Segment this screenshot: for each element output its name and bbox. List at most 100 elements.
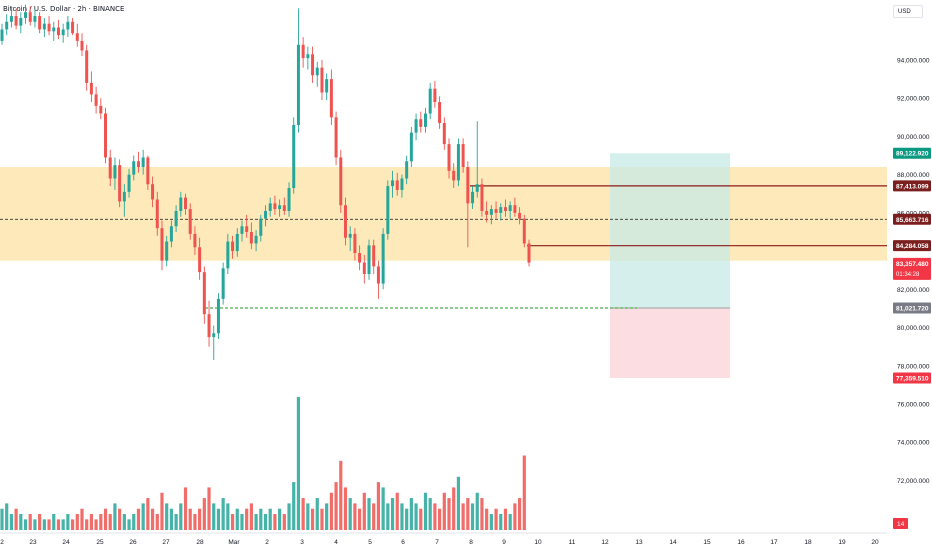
volume-bar: [118, 508, 122, 530]
candle-body: [386, 186, 390, 234]
candle-body: [0, 29, 4, 41]
candle-body: [372, 245, 376, 267]
price-badge-label: 83,357.480: [896, 261, 929, 268]
candle-body: [38, 16, 42, 30]
volume-bar: [42, 519, 46, 530]
volume-bar: [146, 498, 150, 530]
candle-body: [513, 205, 517, 213]
volume-bar: [503, 508, 508, 530]
candle-body: [391, 180, 395, 187]
candle-body: [80, 40, 84, 51]
candle-body: [28, 12, 32, 22]
volume-bar: [47, 519, 51, 530]
volume-bar: [28, 514, 32, 530]
candle-body: [216, 298, 220, 334]
volume-bar: [198, 508, 202, 530]
volume-bar: [494, 508, 498, 530]
volume-bar: [221, 498, 225, 530]
volume-bar: [249, 503, 253, 530]
date-tick-label: Mar: [228, 539, 240, 546]
candle-body: [320, 67, 324, 93]
date-tick-label: 2: [0, 539, 4, 546]
volume-bar: [296, 397, 301, 530]
volume-bar: [362, 492, 366, 530]
volume-bar: [301, 498, 305, 530]
date-tick-label: 15: [703, 539, 711, 546]
price-badge: [893, 372, 931, 384]
candle-body: [259, 218, 263, 236]
date-tick-label: 9: [502, 539, 506, 546]
candle-body: [89, 82, 93, 95]
candle-body: [358, 253, 362, 263]
volume-bar: [75, 514, 79, 530]
candle-body: [249, 231, 253, 244]
volume-bar: [136, 508, 141, 530]
candle-body: [99, 105, 103, 114]
position-stop-area: [610, 308, 730, 378]
date-tick-label: 24: [62, 539, 70, 546]
candle-body: [66, 21, 70, 30]
volume-bar: [353, 503, 357, 530]
position-target-area: [610, 153, 730, 309]
volume-bar: [160, 492, 164, 530]
candle-body: [165, 241, 169, 261]
price-tick-label: 74,000.000: [897, 440, 930, 447]
volume-bar: [188, 508, 192, 530]
volume-bar: [23, 519, 28, 530]
candle-body: [428, 88, 432, 114]
volume-bar: [207, 487, 211, 530]
candle-body: [240, 226, 244, 234]
volume-bar: [155, 514, 159, 530]
candle-body: [339, 157, 343, 206]
candle-body: [5, 21, 9, 30]
volume-bar: [0, 508, 4, 530]
candle-body: [188, 209, 192, 234]
price-badge: [893, 257, 931, 280]
volume-bar: [452, 487, 456, 530]
price-badge-label: 84,284.058: [896, 243, 929, 250]
volume-bar: [141, 503, 145, 530]
candle-body: [447, 144, 451, 171]
volume-bar: [259, 508, 263, 530]
volume-bar: [409, 498, 413, 530]
price-badge: [893, 180, 931, 192]
candle-body: [400, 178, 404, 190]
volume-bar: [183, 487, 188, 530]
candle-body: [306, 54, 310, 59]
price-badge-label: 77,359.510: [896, 375, 929, 382]
price-tick-label: 90,000.000: [897, 134, 930, 141]
candle-body: [254, 235, 258, 244]
price-tick-label: 82,000.000: [897, 287, 930, 294]
candle-body: [442, 123, 446, 145]
volume-bar: [132, 514, 136, 530]
date-tick-label: 17: [770, 539, 778, 546]
volume-bar: [179, 503, 183, 530]
volume-bar: [226, 503, 230, 530]
volume-bar: [437, 508, 442, 530]
volume-bar: [433, 503, 437, 530]
candle-body: [343, 205, 347, 238]
volume-bar: [310, 508, 315, 530]
candle-body: [522, 218, 526, 244]
candle-body: [14, 16, 18, 26]
candle-body: [348, 233, 352, 238]
zone-band: [0, 167, 887, 261]
candle-body: [367, 245, 371, 275]
candle-body: [71, 21, 75, 34]
volume-bar: [390, 498, 395, 530]
volume-bar: [52, 514, 56, 530]
volume-bar: [235, 508, 239, 530]
price-tick-label: 72,000.000: [897, 478, 930, 485]
candle-body: [471, 191, 475, 204]
candle-body: [179, 197, 183, 211]
candle-body: [287, 188, 291, 211]
volume-bar: [386, 503, 390, 530]
volume-bar: [325, 503, 329, 530]
volume-bar: [428, 498, 432, 530]
volume-bar: [278, 508, 282, 530]
currency-button[interactable]: USD: [893, 5, 923, 18]
price-badge-countdown: 01:34:28: [896, 272, 920, 278]
volume-bar: [381, 487, 385, 530]
